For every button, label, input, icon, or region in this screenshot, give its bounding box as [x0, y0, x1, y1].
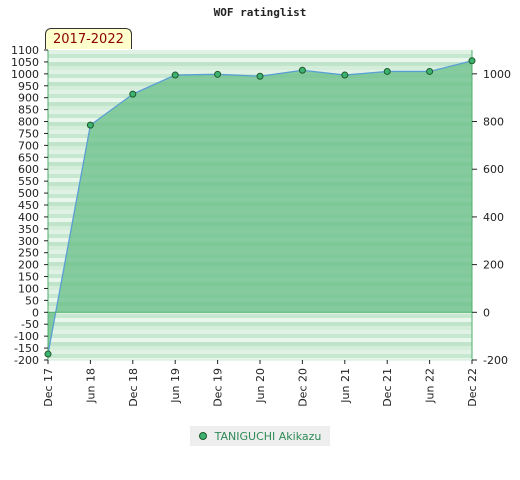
- x-tick-label: Dec 19: [212, 368, 225, 407]
- background-stripe: [48, 54, 472, 58]
- left-tick-label: 500: [18, 187, 39, 200]
- right-tick-label: 1000: [483, 68, 511, 81]
- left-tick-label: 1000: [11, 68, 39, 81]
- left-tick-label: 50: [25, 294, 39, 307]
- x-tick-label: Jun 20: [254, 368, 267, 404]
- left-tick-label: -150: [14, 342, 39, 355]
- data-point: [214, 70, 222, 78]
- data-point: [44, 350, 52, 358]
- background-stripe: [48, 66, 472, 70]
- data-point: [171, 71, 179, 79]
- x-tick-label: Jun 19: [169, 368, 182, 404]
- data-point: [426, 67, 434, 75]
- left-tick-label: 100: [18, 282, 39, 295]
- left-tick-label: 0: [32, 306, 39, 319]
- left-tick-label: 1050: [11, 56, 39, 69]
- background-stripe: [48, 334, 472, 338]
- background-stripe: [48, 50, 472, 54]
- left-tick-label: 450: [18, 199, 39, 212]
- background-stripe: [48, 342, 472, 346]
- left-tick-label: 150: [18, 271, 39, 284]
- background-stripe: [48, 358, 472, 360]
- left-tick-label: 300: [18, 235, 39, 248]
- background-stripe: [48, 322, 472, 326]
- background-stripe: [48, 318, 472, 322]
- background-stripe: [48, 314, 472, 318]
- right-tick-label: 200: [483, 259, 504, 272]
- left-tick-label: -50: [21, 318, 39, 331]
- left-tick-label: 850: [18, 104, 39, 117]
- background-stripe: [48, 330, 472, 334]
- right-tick-label: 800: [483, 116, 504, 129]
- left-tick-label: 750: [18, 127, 39, 140]
- left-tick-label: 550: [18, 175, 39, 188]
- x-tick-label: Jun 18: [84, 368, 97, 404]
- background-stripe: [48, 58, 472, 62]
- data-point: [468, 57, 476, 65]
- chart-title: WOF ratinglist: [213, 6, 307, 19]
- background-stripe: [48, 338, 472, 342]
- x-tick-label: Jun 22: [424, 368, 437, 404]
- left-tick-label: 350: [18, 223, 39, 236]
- legend-marker-icon: [198, 432, 207, 440]
- x-tick-label: Jun 21: [339, 368, 352, 404]
- left-tick-label: 250: [18, 247, 39, 260]
- data-point: [298, 66, 306, 74]
- left-y-axis: -200-150-100-500501001502002503003504004…: [11, 44, 48, 367]
- data-point: [341, 71, 349, 79]
- background-stripe: [48, 354, 472, 358]
- x-tick-label: Dec 21: [381, 368, 394, 407]
- left-tick-label: 700: [18, 139, 39, 152]
- data-point: [129, 90, 137, 98]
- legend-label: TANIGUCHI Akikazu: [214, 429, 322, 443]
- left-tick-label: 800: [18, 116, 39, 129]
- left-tick-label: 200: [18, 259, 39, 272]
- right-tick-label: -200: [483, 354, 508, 367]
- data-point: [86, 121, 94, 129]
- background-stripe: [48, 62, 472, 66]
- left-tick-label: 400: [18, 211, 39, 224]
- background-stripe: [48, 350, 472, 354]
- right-y-axis: -200 0 200 400 600 800 1000: [472, 68, 511, 367]
- x-tick-label: Dec 18: [127, 368, 140, 407]
- series-markers: [44, 57, 476, 358]
- background-stripe: [48, 70, 472, 74]
- data-point: [383, 67, 391, 75]
- right-tick-label: 600: [483, 163, 504, 176]
- right-tick-label: 0: [483, 306, 490, 319]
- area-fill: [48, 60, 472, 355]
- x-axis: Dec 17 Jun 18 Dec 18 Jun 19 Dec 19 Jun 20 Dec …: [42, 360, 479, 407]
- left-tick-label: -100: [14, 330, 39, 343]
- background-stripe: [48, 326, 472, 330]
- left-tick-label: 950: [18, 80, 39, 93]
- left-tick-label: 600: [18, 163, 39, 176]
- right-tick-label: 400: [483, 211, 504, 224]
- period-badge: 2017-2022: [45, 28, 132, 49]
- data-point: [256, 72, 264, 80]
- left-tick-label: -200: [14, 354, 39, 367]
- left-tick-label: 1100: [11, 44, 39, 57]
- x-tick-label: Dec 22: [466, 368, 479, 407]
- legend: TANIGUCHI Akikazu: [190, 426, 330, 446]
- left-tick-label: 900: [18, 92, 39, 105]
- background-stripe: [48, 346, 472, 350]
- x-tick-label: Dec 20: [296, 368, 309, 407]
- left-tick-label: 650: [18, 151, 39, 164]
- x-tick-label: Dec 17: [42, 368, 55, 407]
